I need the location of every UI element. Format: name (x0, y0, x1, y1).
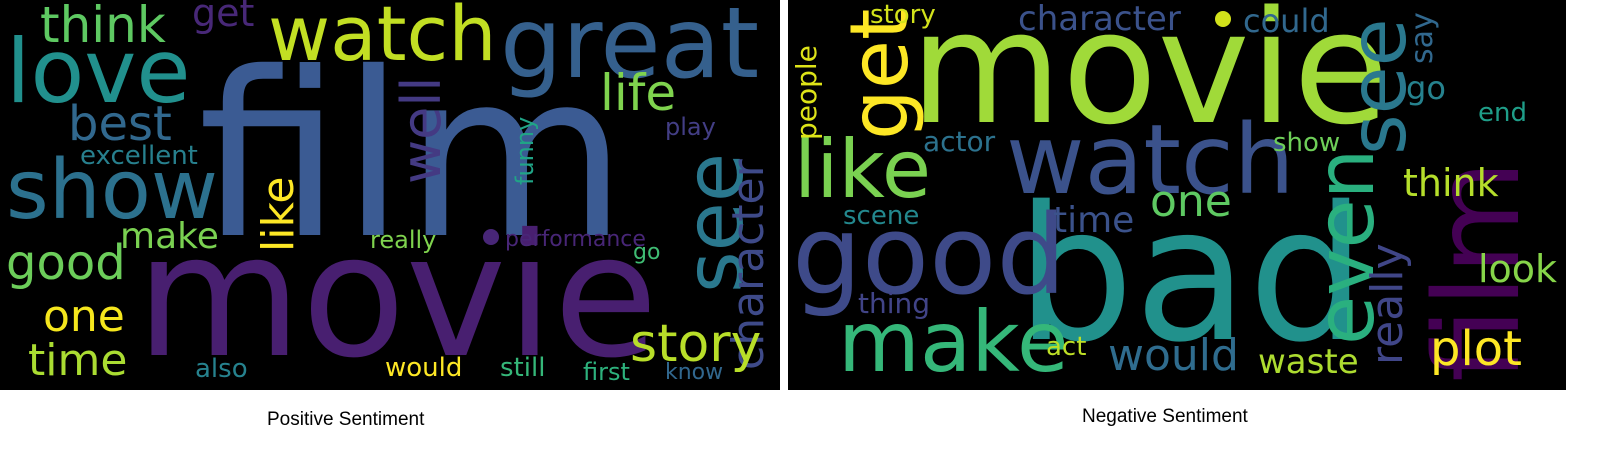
word-story: story (870, 0, 936, 30)
word-still: still (500, 353, 546, 383)
word-show: show (1273, 128, 1341, 158)
word-scene: scene (843, 201, 920, 231)
word-think: think (1403, 161, 1499, 205)
word-also: also (195, 354, 248, 384)
word-movie: movie (910, 0, 1390, 159)
word-go: go (633, 240, 661, 265)
dot-marker (483, 229, 499, 245)
word-love: love (6, 20, 191, 123)
negative-word-cloud: movie bad film watch good like get see e… (788, 0, 1566, 390)
word-know: know (665, 360, 724, 385)
word-could: could (1243, 2, 1330, 40)
word-good: good (792, 191, 1067, 319)
word-time: time (1053, 200, 1135, 241)
word-thing: thing (858, 287, 931, 320)
word-life: life (600, 64, 677, 122)
word-best: best (68, 96, 172, 152)
word-performance: performance (505, 227, 646, 252)
word-say: say (1405, 12, 1440, 64)
word-look: look (1478, 247, 1558, 291)
word-excellent: excellent (80, 141, 198, 171)
word-get: get (192, 0, 255, 35)
word-people: people (790, 45, 823, 140)
word-end: end (1478, 98, 1527, 128)
word-act: act (1046, 332, 1087, 362)
word-make: make (838, 293, 1069, 390)
negative-caption: Negative Sentiment (1082, 406, 1248, 427)
dot-marker (1215, 11, 1231, 27)
word-would: would (385, 353, 463, 383)
word-really: really (1362, 243, 1413, 365)
word-character: character (1018, 0, 1181, 39)
word-one: one (43, 291, 125, 342)
word-think: think (40, 0, 166, 54)
word-play: play (665, 113, 716, 141)
word-watch: watch (1006, 104, 1295, 216)
word-great: great (500, 0, 760, 101)
positive-caption: Positive Sentiment (267, 409, 425, 430)
word-make: make (120, 216, 219, 257)
word-waste: waste (1258, 342, 1359, 382)
word-like: like (253, 176, 304, 252)
word-one: one (1150, 176, 1232, 227)
word-movie: movie (136, 198, 659, 390)
word-go: go (1406, 69, 1446, 107)
word-funny: funny (511, 116, 539, 185)
word-film: film (198, 23, 628, 289)
word-like: like (794, 123, 932, 216)
word-first: first (583, 358, 630, 386)
word-would: would (1108, 330, 1239, 381)
word-actor: actor (923, 125, 996, 158)
word-watch: watch (268, 0, 497, 78)
word-plot: plot (1430, 321, 1522, 377)
word-good: good (6, 235, 126, 291)
positive-word-cloud: film movie great love watch show see thi… (0, 0, 780, 390)
word-time: time (28, 335, 128, 386)
word-story: story (630, 314, 762, 374)
word-show: show (6, 143, 218, 238)
word-really: really (370, 226, 437, 254)
word-bad: bad (1016, 166, 1367, 383)
word-well: well (390, 76, 453, 184)
